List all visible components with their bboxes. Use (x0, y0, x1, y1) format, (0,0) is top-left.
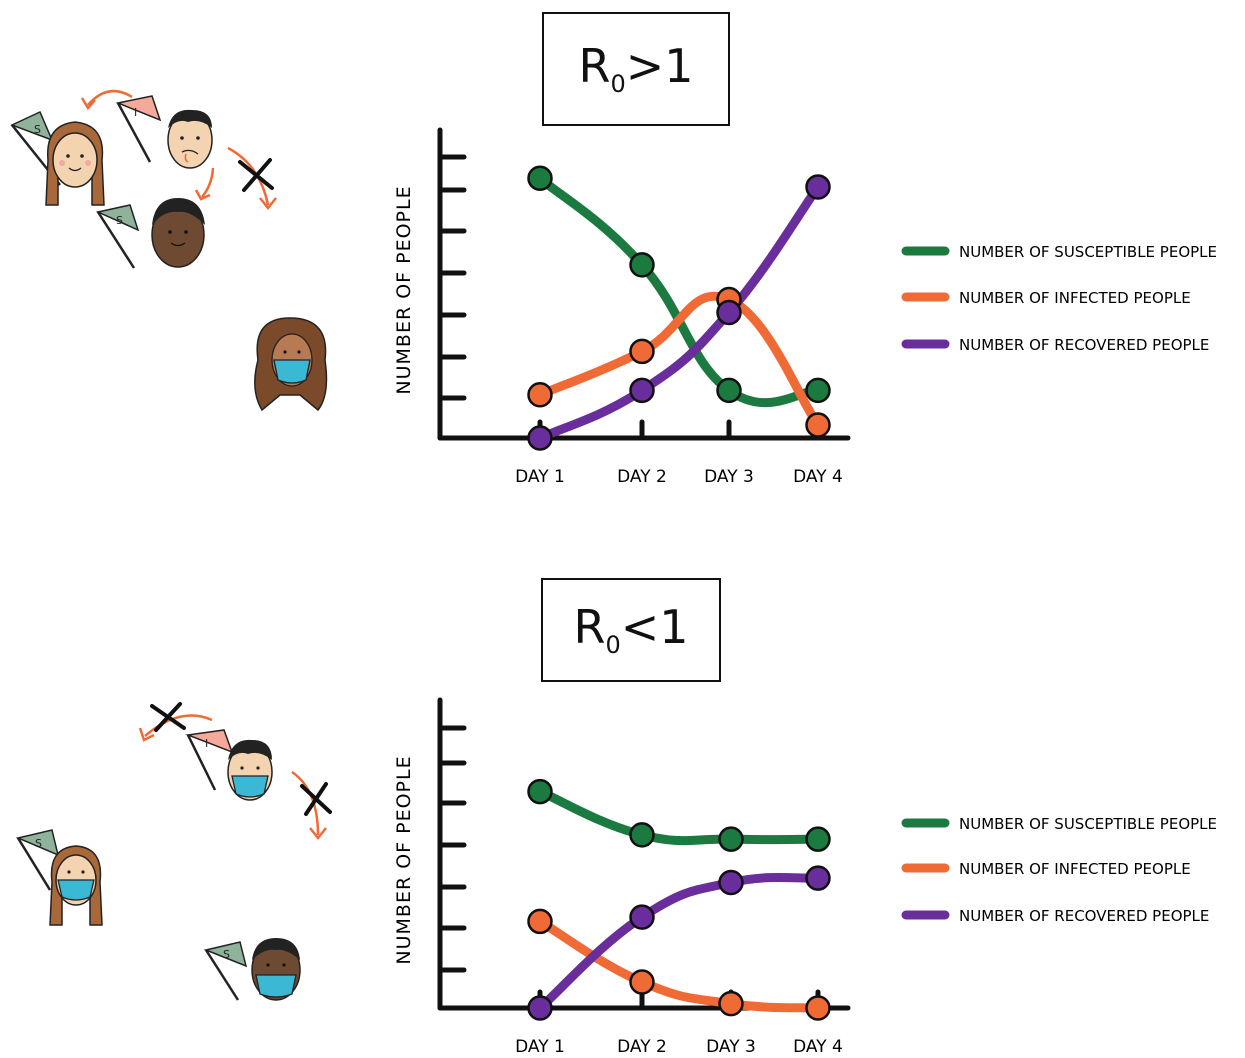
person-sick-icon (167, 109, 213, 169)
illustration-transmission: S I S (10, 89, 328, 412)
series-line (535, 182, 823, 443)
data-point (805, 412, 831, 438)
data-point (716, 377, 742, 404)
x-tick-label: DAY 3 (704, 467, 754, 487)
blocked-cross-icon (238, 158, 274, 192)
legend-label: NUMBER OF RECOVERED PEOPLE (959, 907, 1209, 925)
flag-label: I (134, 106, 137, 119)
transmission-arrow-icon (138, 714, 327, 841)
data-point (718, 990, 744, 1017)
data-point (805, 995, 831, 1021)
data-point (629, 969, 655, 995)
data-point (718, 826, 744, 852)
data-point (629, 904, 655, 930)
chart-title-box: R0<1 (541, 578, 721, 682)
blocked-cross-icon (150, 702, 332, 816)
person-curly-masked-icon (254, 317, 328, 412)
data-point (805, 865, 831, 891)
data-point (716, 299, 742, 326)
legend-label: NUMBER OF RECOVERED PEOPLE (959, 336, 1209, 354)
x-tick-label: DAY 4 (793, 1037, 843, 1057)
x-tick-label: DAY 2 (617, 467, 667, 487)
flag-label: S (34, 123, 41, 136)
data-point (527, 995, 553, 1021)
flag-susceptible-icon: S (95, 204, 140, 269)
data-point (629, 252, 655, 278)
data-point (527, 381, 553, 408)
flag-susceptible-icon: S (203, 941, 248, 1001)
flag-susceptible-icon: S (15, 829, 60, 891)
illustration-masked: I S S (15, 702, 332, 1001)
chart-r0-less-than-1: NUMBER OF PEOPLE DAY 1 DAY 2 DAY 3 DAY 4 NUMB… (393, 697, 1217, 1057)
data-point (527, 778, 553, 805)
x-tick-label: DAY 1 (515, 1037, 565, 1057)
data-point (629, 377, 655, 404)
person-sick-masked-icon (227, 739, 273, 801)
legend-label: NUMBER OF SUSCEPTIBLE PEOPLE (959, 815, 1217, 833)
person-braids-masked-icon (49, 845, 103, 926)
flag-label: I (205, 737, 208, 750)
data-point (805, 377, 831, 404)
chart-title-box: R0>1 (542, 12, 730, 126)
data-point (629, 822, 655, 848)
series-line (535, 872, 823, 1013)
y-axis-label: NUMBER OF PEOPLE (393, 185, 415, 394)
legend-label: NUMBER OF INFECTED PEOPLE (959, 860, 1191, 878)
data-point (527, 908, 553, 935)
legend-label: NUMBER OF SUSCEPTIBLE PEOPLE (959, 243, 1217, 261)
data-point (805, 174, 831, 200)
flag-label: S (35, 837, 42, 850)
data-point (527, 165, 553, 192)
data-point (629, 338, 655, 365)
data-point (527, 425, 553, 451)
flag-infected-icon: I (115, 95, 162, 163)
person-braids-icon (45, 121, 105, 206)
series-line (535, 173, 823, 408)
data-point (805, 826, 831, 852)
y-axis-label: NUMBER OF PEOPLE (393, 755, 415, 964)
x-tick-label: DAY 2 (617, 1037, 667, 1057)
flag-label: S (223, 948, 230, 961)
chart-r0-greater-than-1: NUMBER OF PEOPLE DAY 1 DAY 2 DAY 3 DAY 4 NUMB… (393, 127, 1217, 487)
person-dark-masked-icon (251, 938, 301, 1001)
person-dark-icon (151, 198, 205, 268)
legend-label: NUMBER OF INFECTED PEOPLE (959, 289, 1191, 307)
x-tick-label: DAY 4 (793, 467, 843, 487)
x-tick-label: DAY 3 (706, 1037, 756, 1057)
flag-label: S (116, 214, 123, 227)
chart-title: R0<1 (573, 600, 689, 660)
series-line (535, 787, 823, 846)
x-tick-label: DAY 1 (515, 467, 565, 487)
flag-infected-icon: I (185, 729, 234, 791)
data-point (718, 869, 744, 896)
series-line (535, 291, 823, 430)
chart-title: R0>1 (578, 39, 694, 99)
series-line (535, 916, 823, 1013)
